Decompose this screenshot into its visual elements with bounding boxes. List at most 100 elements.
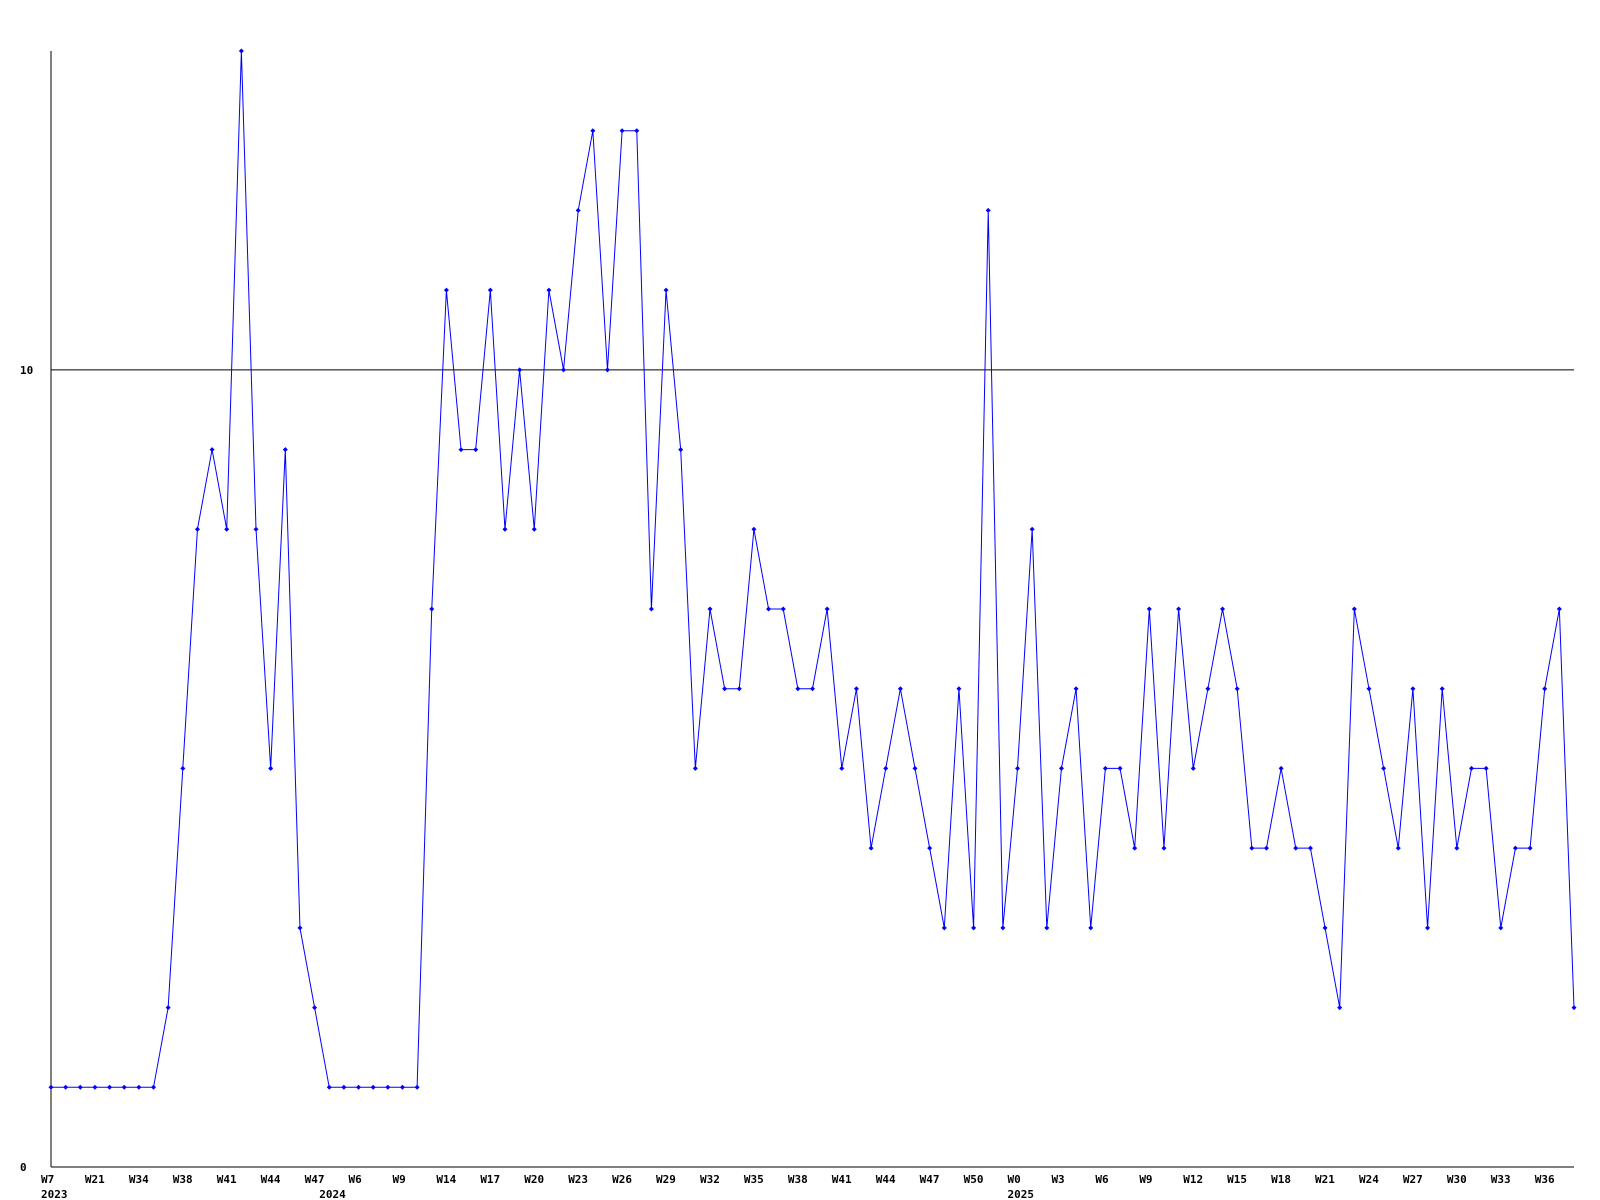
x-tick-label: W33: [1491, 1173, 1511, 1186]
point: [985, 207, 991, 213]
point: [648, 606, 654, 612]
point: [1190, 765, 1196, 771]
x-tick-label: W17: [480, 1173, 500, 1186]
point: [1249, 845, 1255, 851]
point: [927, 845, 933, 851]
point: [1117, 765, 1123, 771]
line: [51, 50, 1575, 1088]
point: [224, 526, 230, 532]
point: [1000, 925, 1006, 931]
point: [297, 925, 303, 931]
x-tick-label: W21: [1315, 1173, 1335, 1186]
point: [1366, 686, 1372, 692]
point: [1483, 765, 1489, 771]
point: [1088, 925, 1094, 931]
point: [136, 1084, 142, 1090]
point: [590, 128, 596, 134]
x-tick-label: W18: [1271, 1173, 1291, 1186]
point: [487, 287, 493, 293]
point: [1571, 1005, 1577, 1011]
point: [1337, 1005, 1343, 1011]
point: [238, 48, 244, 54]
x-tick-label: W41: [217, 1173, 237, 1186]
x-tick-label: W6: [349, 1173, 363, 1186]
y-tick-label: 10: [20, 364, 33, 377]
point: [107, 1084, 113, 1090]
point: [92, 1084, 98, 1090]
point: [692, 765, 698, 771]
point: [824, 606, 830, 612]
x-tick-label: W35: [744, 1173, 764, 1186]
x-tick-label: W3: [1051, 1173, 1064, 1186]
point: [443, 287, 449, 293]
point: [853, 686, 859, 692]
point: [1176, 606, 1182, 612]
point: [517, 367, 523, 373]
x-tick-label: W21: [85, 1173, 105, 1186]
point: [971, 925, 977, 931]
point: [209, 447, 215, 453]
point: [502, 526, 508, 532]
point: [766, 606, 772, 612]
point: [678, 447, 684, 453]
point: [780, 606, 786, 612]
point: [1410, 686, 1416, 692]
point: [839, 765, 845, 771]
point: [1351, 606, 1357, 612]
point: [1058, 765, 1064, 771]
x-tick-label: W30: [1447, 1173, 1467, 1186]
point: [1161, 845, 1167, 851]
x-tick-label: W50: [964, 1173, 984, 1186]
point: [63, 1084, 69, 1090]
point: [561, 367, 567, 373]
point: [663, 287, 669, 293]
x-tick-label: W27: [1403, 1173, 1423, 1186]
x-tick-label: W9: [1139, 1173, 1152, 1186]
x-year-label: 2023: [41, 1188, 68, 1200]
point: [268, 765, 274, 771]
point: [253, 526, 259, 532]
point: [1395, 845, 1401, 851]
point: [356, 1084, 362, 1090]
y-tick-label: 0: [20, 1161, 27, 1174]
point: [458, 447, 464, 453]
point: [707, 606, 713, 612]
point: [1454, 845, 1460, 851]
point: [1425, 925, 1431, 931]
point: [1102, 765, 1108, 771]
x-tick-label: W15: [1227, 1173, 1247, 1186]
point: [121, 1084, 127, 1090]
point: [1278, 765, 1284, 771]
x-tick-label: W47: [305, 1173, 325, 1186]
point: [1132, 845, 1138, 851]
point: [48, 1084, 54, 1090]
point: [941, 925, 947, 931]
point: [751, 526, 757, 532]
point: [1029, 526, 1035, 532]
point: [1263, 845, 1269, 851]
point: [473, 447, 479, 453]
point: [77, 1084, 83, 1090]
point: [1556, 606, 1562, 612]
x-tick-label: W47: [920, 1173, 940, 1186]
x-tick-label: W44: [876, 1173, 896, 1186]
x-tick-label: W24: [1359, 1173, 1379, 1186]
point: [912, 765, 918, 771]
point: [180, 765, 186, 771]
point: [897, 686, 903, 692]
x-tick-label: W41: [832, 1173, 852, 1186]
point: [1015, 765, 1021, 771]
point: [1073, 686, 1079, 692]
point: [1527, 845, 1533, 851]
point: [399, 1084, 405, 1090]
point: [1307, 845, 1313, 851]
x-year-label: 2024: [319, 1188, 346, 1200]
point: [151, 1084, 157, 1090]
point: [722, 686, 728, 692]
point: [341, 1084, 347, 1090]
point: [326, 1084, 332, 1090]
point: [1146, 606, 1152, 612]
x-tick-label: W44: [261, 1173, 281, 1186]
point: [634, 128, 640, 134]
